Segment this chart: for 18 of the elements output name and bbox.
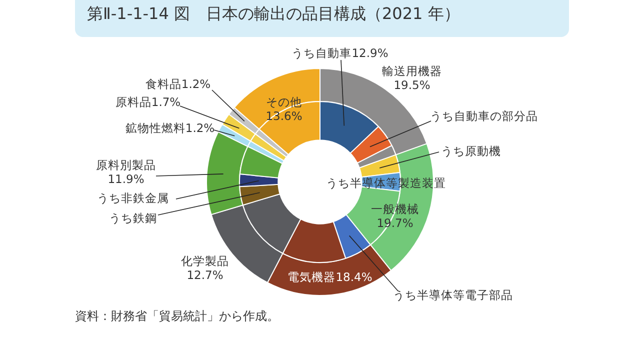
category-label: 化学製品 <box>181 254 229 268</box>
category-label: 電気機器18.4% <box>288 270 372 284</box>
slice-label: うち半導体等電子部品 <box>393 288 513 302</box>
slice-label: うち鉄鋼 <box>109 210 157 225</box>
category-label: 原料品1.7% <box>115 94 181 109</box>
slice-label: うち自動車の部分品 <box>430 108 538 123</box>
category-label: 食料品1.2% <box>145 76 211 91</box>
category-label: 輸送用機器 <box>382 64 442 78</box>
category-label: 鉱物性燃料1.2% <box>125 120 215 135</box>
text: 12.7% <box>186 268 224 282</box>
slice-label: うち自動車12.9% <box>292 46 388 60</box>
slice-label: うち原動機 <box>441 144 501 158</box>
chart-title: 第Ⅱ-1-1-14 図 日本の輸出の品目構成（2021 年） <box>75 0 569 37</box>
text: 19.5% <box>394 78 430 92</box>
category-label: 原料別製品 <box>96 158 156 172</box>
slice-label: うち非鉄金属 <box>97 190 169 205</box>
text: 資料：財務省「貿易統計」から作成。 <box>75 308 279 325</box>
text: 11.9% <box>108 172 144 186</box>
